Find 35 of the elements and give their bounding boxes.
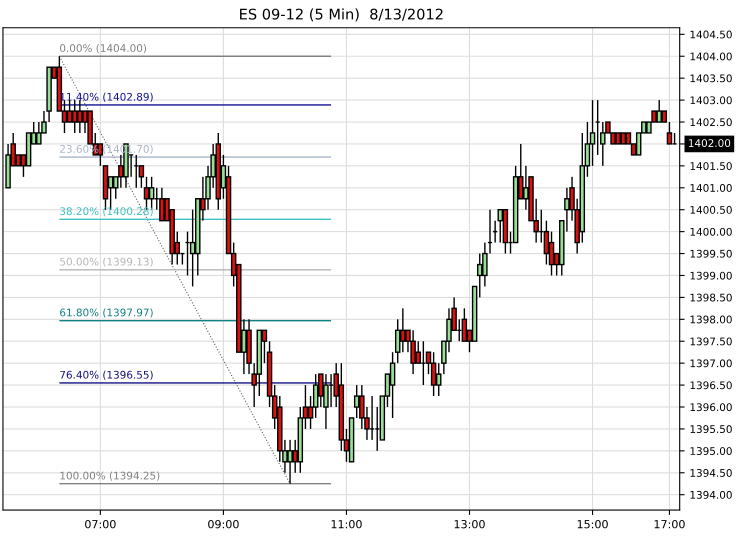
y-tick-label: 1396.00 — [690, 403, 732, 412]
y-tick-label: 1400.50 — [690, 206, 732, 214]
x-tick-label: 07:00 — [85, 520, 116, 528]
text: 1402.00 — [688, 139, 730, 147]
x-tick-label: 15:00 — [578, 520, 608, 528]
y-tick-label: 1404.50 — [690, 30, 732, 38]
y-tick-label: 1401.50 — [690, 162, 732, 170]
chart-title: ES 09-12 (5 Min) 8/13/2012 — [240, 8, 443, 22]
y-tick-label: 1395.00 — [690, 447, 732, 455]
y-tick-label: 1399.50 — [690, 250, 732, 258]
y-tick-label: 1398.00 — [690, 316, 732, 324]
y-tick-label: 1399.00 — [690, 272, 732, 280]
ref-line-label: 50.00% (1399.13) — [60, 258, 153, 267]
ref-line-label: 0.00% (1404.00) — [60, 44, 146, 54]
y-tick-label: 1394.00 — [690, 490, 732, 499]
y-tick-label: 1397.00 — [690, 359, 732, 368]
y-tick-label: 1395.50 — [690, 425, 732, 434]
y-tick-label: 1404.00 — [690, 52, 732, 60]
y-tick-label: 1397.50 — [690, 337, 732, 346]
y-tick-label: 1398.50 — [690, 294, 732, 302]
x-tick-label: 17:00 — [654, 520, 685, 528]
x-tick-label: 09:00 — [208, 520, 239, 528]
y-tick-label: 1403.50 — [690, 74, 732, 82]
y-tick-label: 1396.50 — [690, 381, 732, 390]
ref-line-label: 38.20% (1400.28) — [60, 207, 153, 216]
ref-line-label: 76.40% (1396.55) — [60, 370, 153, 380]
y-tick-label: 1394.50 — [690, 469, 732, 477]
ref-line-label: 61.80% (1397.97) — [60, 308, 153, 318]
y-tick-label: 1403.00 — [690, 96, 732, 104]
x-tick-label: 11:00 — [332, 520, 362, 528]
y-tick-label: 1400.00 — [690, 228, 732, 236]
y-tick-label: 1402.50 — [690, 118, 732, 126]
x-tick-label: 13:00 — [454, 520, 485, 528]
ref-line-label: 100.00% (1394.25) — [60, 471, 160, 481]
y-tick-label: 1401.00 — [690, 184, 732, 192]
